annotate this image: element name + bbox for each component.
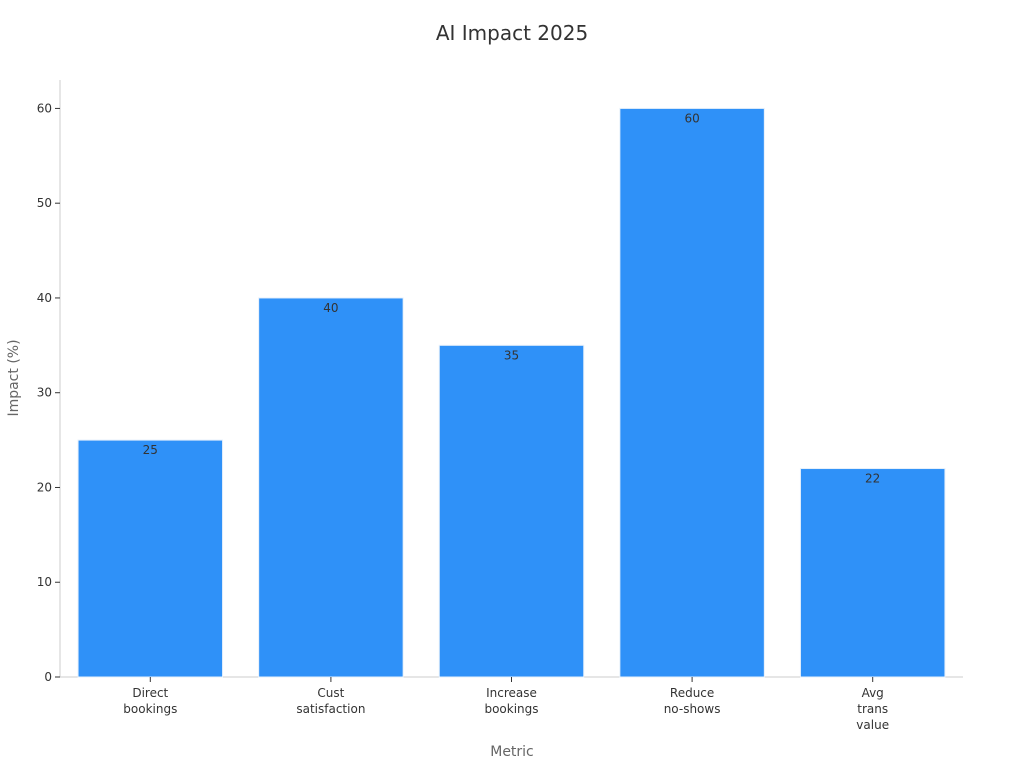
- x-axis-label: Metric: [490, 744, 534, 760]
- y-axis-label: Impact (%): [6, 339, 22, 416]
- x-tick-label-line: value: [856, 718, 889, 732]
- y-tick-label: 40: [37, 291, 52, 305]
- bar-value-label: 25: [143, 443, 158, 457]
- x-tick-label: Direct bookings: [123, 686, 177, 716]
- x-tick-label: Increase bookings: [484, 686, 538, 716]
- x-tick-label-line: satisfaction: [296, 702, 365, 716]
- bar-value-label: 35: [504, 348, 519, 362]
- bar-value-label: 60: [684, 111, 699, 125]
- y-tick-label: 0: [44, 670, 52, 684]
- x-tick-label-line: bookings: [484, 702, 538, 716]
- x-tick-label-line: Cust: [317, 686, 344, 700]
- x-tick-label-line: trans: [857, 702, 888, 716]
- bar: [77, 439, 224, 678]
- x-tick-label-line: bookings: [123, 702, 177, 716]
- bar-value-label: 22: [865, 472, 880, 486]
- y-tick-label: 20: [37, 480, 52, 494]
- x-tick-label: Cust satisfaction: [296, 686, 365, 716]
- bar: [258, 297, 404, 678]
- x-tick-label-line: Reduce: [670, 686, 714, 700]
- y-tick-label: 30: [37, 386, 52, 400]
- bar: [799, 468, 946, 678]
- x-tick-label-line: Increase: [486, 686, 537, 700]
- chart-title: AI Impact 2025: [436, 21, 588, 45]
- bar: [619, 107, 765, 678]
- y-tick-label: 60: [37, 101, 52, 115]
- x-tick-label-line: no-shows: [664, 702, 721, 716]
- plot-area: 0 10 20 30 40 50 60 25 Direct bookings 40 Cust satis…: [37, 80, 963, 732]
- bar: [438, 344, 585, 678]
- x-tick-label: Avg trans value: [856, 686, 889, 732]
- y-tick-label: 10: [37, 575, 52, 589]
- y-tick-label: 50: [37, 196, 52, 210]
- x-tick-label-line: Avg: [862, 686, 884, 700]
- x-tick-label-line: Direct: [132, 686, 168, 700]
- x-tick-label: Reduce no-shows: [664, 686, 721, 716]
- bar-value-label: 40: [323, 301, 338, 315]
